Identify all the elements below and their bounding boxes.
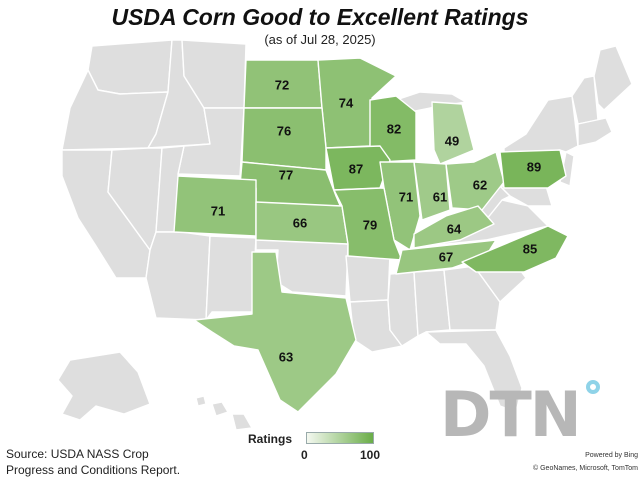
rating-label-colorado: 71 [211, 203, 225, 218]
state-missouri [333, 187, 403, 261]
rating-label-illinois: 71 [399, 189, 413, 204]
map-subtitle: (as of Jul 28, 2025) [264, 32, 376, 47]
rating-label-missouri: 79 [363, 217, 377, 232]
map-attribution: © GeoNames, Microsoft, TomTom [533, 465, 638, 472]
state-north-carolina [461, 225, 569, 273]
state-arizona [145, 231, 211, 321]
rating-label-wisconsin: 82 [387, 121, 401, 136]
state-florida [425, 329, 523, 413]
dtn-logo: DTN [440, 378, 582, 451]
state-new-mexico [205, 235, 257, 321]
rating-label-michigan: 49 [445, 133, 459, 148]
legend-max-label: 100 [360, 448, 381, 462]
rating-label-indiana: 61 [433, 189, 447, 204]
rating-label-ohio: 62 [473, 177, 487, 192]
rating-label-minnesota: 74 [339, 95, 354, 110]
rating-label-north-carolina: 85 [523, 241, 537, 256]
powered-by-note: Powered by Bing [585, 452, 638, 459]
legend-title: Ratings [248, 432, 293, 446]
source-line-1: Source: USDA NASS Crop [6, 447, 149, 461]
state-south-dakota [241, 107, 327, 171]
state-michigan [431, 101, 475, 165]
rating-label-pennsylvania: 89 [527, 159, 541, 174]
rating-label-kentucky: 64 [447, 221, 462, 236]
rating-label-tennessee: 67 [439, 249, 453, 264]
legend-gradient-bar [306, 432, 374, 444]
state-maine [593, 45, 633, 111]
state-massachusetts [577, 117, 613, 147]
map-title: USDA Corn Good to Excellent Ratings [111, 4, 529, 30]
state-kentucky [413, 205, 495, 249]
state-washington [87, 39, 173, 95]
rating-label-north-dakota: 72 [275, 77, 289, 92]
legend-min-label: 0 [301, 448, 308, 462]
state-new-york [503, 95, 579, 155]
state-pennsylvania [499, 149, 567, 189]
state-texas [193, 251, 357, 413]
rating-label-texas: 63 [279, 349, 293, 364]
rating-label-nebraska: 77 [279, 167, 293, 182]
rating-label-south-dakota: 76 [277, 123, 291, 138]
rating-label-kansas: 66 [293, 215, 307, 230]
state-indiana [413, 161, 451, 221]
dtn-logo-ring-icon [586, 380, 600, 394]
source-note: Source: USDA NASS Crop Progress and Cond… [6, 446, 180, 478]
state-alaska [57, 351, 151, 421]
state-vermont-new-hampshire [571, 75, 599, 125]
source-line-2: Progress and Conditions Report. [6, 463, 181, 477]
rating-label-iowa: 87 [349, 161, 363, 176]
state-hawaii [195, 395, 253, 431]
state-arkansas [345, 253, 391, 303]
